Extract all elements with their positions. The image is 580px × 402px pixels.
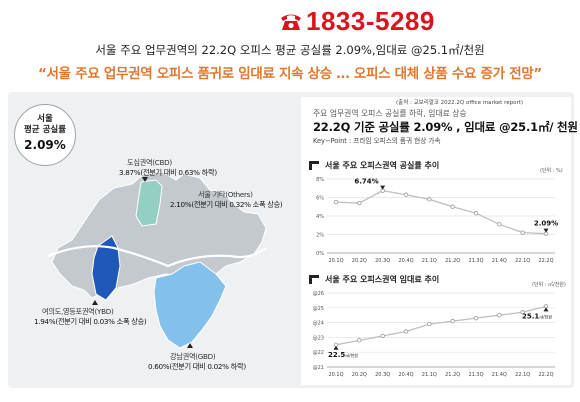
page-headline: “서울 주요 업무권역 오피스 품귀로 임대료 지속 상승 … 오피스 대체 상… xyxy=(37,66,543,82)
y-tick-label: @24 xyxy=(313,321,324,327)
map-region-cbd xyxy=(135,179,163,227)
y-tick-label: @26 xyxy=(313,291,324,297)
x-tick-label: 21.3Q xyxy=(468,258,483,264)
x-tick-label: 21.1Q xyxy=(422,258,437,264)
region-label-gbd: 강남권역(GBD) 0.60%(전분기 대비 0.02% 하락) xyxy=(148,352,246,371)
data-point xyxy=(333,199,339,205)
x-tick-label: 21.4Q xyxy=(492,372,507,378)
data-point xyxy=(473,315,479,321)
x-tick-label: 21.1Q xyxy=(422,372,437,378)
x-tick-label: 22.1Q xyxy=(515,258,530,264)
x-tick-label: 20.1Q xyxy=(328,372,343,378)
x-tick-label: 20.4Q xyxy=(398,258,413,264)
y-tick-label: 8% xyxy=(316,177,324,183)
data-point xyxy=(357,200,362,206)
data-label: 2.09% xyxy=(534,220,558,228)
chart-corner-icon xyxy=(309,161,319,170)
badge-label: 서울 평균 공실률 xyxy=(23,114,67,135)
y-tick-label: 6% xyxy=(316,196,324,202)
han-river xyxy=(47,245,267,268)
vacancy-line-chart: 0% 2% 4% 6% 8% 20.1Q 20.2Q 20.3Q 20.4Q 21.1Q 21.2Q… xyxy=(316,177,558,264)
data-point xyxy=(403,192,409,197)
data-label-unit: ㎡/천원 xyxy=(345,352,358,358)
data-point xyxy=(427,321,432,327)
x-tick-label: 21.2Q xyxy=(445,258,460,264)
data-point xyxy=(380,333,385,339)
series-line xyxy=(335,189,547,235)
chart-corner-icon xyxy=(309,275,319,284)
x-tick-label: 20.3Q xyxy=(375,372,390,378)
y-tick-label: @25 xyxy=(313,306,324,312)
x-tick-label: 21.2Q xyxy=(445,372,460,378)
seoul-map xyxy=(47,171,267,349)
x-tick-label: 21.3Q xyxy=(468,372,483,378)
data-point xyxy=(450,204,455,209)
telephone-icon xyxy=(281,14,301,30)
y-tick-label: 4% xyxy=(316,214,324,220)
rent-line-chart: @21 @22 @23 @24 @25 @26 20.1Q 20.2Q 20.3Q 20.4Q 21… xyxy=(313,291,555,378)
map-region-gbd xyxy=(153,261,227,349)
gbd-marker xyxy=(187,343,193,348)
y-tick-label: @21 xyxy=(313,365,324,371)
region-label-ybd: 여의도,영등포권역(YBD) 1.94%(전분기 대비 0.03% 소폭 상승) xyxy=(34,307,147,326)
cbd-marker xyxy=(142,177,148,182)
data-point xyxy=(357,338,362,343)
phone-number[interactable]: 1833-5289 xyxy=(306,5,435,36)
badge-value: 2.09% xyxy=(24,138,66,152)
key-point: Key−Point : 프라임 오피스의 품귀 현상 가속 xyxy=(313,137,441,145)
data-point xyxy=(403,329,409,334)
summary-main: 22.2Q 기준 공실률 2.09% , 임대료 @25.1㎡/ 천원 xyxy=(313,120,578,134)
x-tick-label: 20.4Q xyxy=(398,372,413,378)
rent-chart-title: 서울 주요 오피스권역 임대료 추이 xyxy=(325,275,440,284)
vacancy-chart-title: 서울 주요 오피스권역 공실률 추이 xyxy=(325,161,440,170)
data-point xyxy=(497,313,502,318)
data-label: 6.74% xyxy=(354,178,378,186)
summary-subtitle: 주요 업무권역 오피스 공실률 하락, 임대료 상승 xyxy=(313,109,467,118)
y-tick-label: @22 xyxy=(313,350,324,356)
y-tick-label: @23 xyxy=(313,335,324,341)
series-line xyxy=(335,305,547,346)
vacancy-chart-header: 서울 주요 오피스권역 공실률 추이 xyxy=(309,160,439,171)
data-label: 25.1㎡/천원 xyxy=(522,312,552,320)
vacancy-chart-unit: (단위 : %) xyxy=(540,168,563,174)
x-tick-label: 20.1Q xyxy=(328,258,343,264)
label-marker xyxy=(543,228,549,233)
data-point xyxy=(520,230,525,235)
ybd-marker xyxy=(92,300,98,305)
phone-banner[interactable]: 1833-5289 xyxy=(278,6,435,36)
label-marker xyxy=(333,345,339,350)
x-tick-label: 20.2Q xyxy=(352,258,367,264)
region-label-cbd: 도심권역(CBD) 3.87%(전분기 대비 0.63% 하락) xyxy=(119,158,217,177)
data-point xyxy=(497,222,502,227)
x-tick-label: 22.1Q xyxy=(515,372,530,378)
chart-card xyxy=(301,97,571,385)
label-marker xyxy=(543,307,549,312)
data-point xyxy=(473,211,479,216)
y-tick-label: 2% xyxy=(316,233,324,239)
data-point xyxy=(427,197,432,202)
x-tick-label: 22.2Q xyxy=(538,258,553,264)
source-note: (출처 : 교보리얼코 2022.2Q office market report… xyxy=(396,100,524,106)
x-tick-label: 20.2Q xyxy=(352,372,367,378)
data-point xyxy=(520,310,525,315)
region-label-others: 서울 기타(Others) 2.10%(전분기 대비 0.32% 소폭 상승) xyxy=(170,190,283,209)
x-tick-label: 22.2Q xyxy=(538,372,553,378)
data-point xyxy=(450,318,455,324)
data-label-unit: ㎡/천원 xyxy=(539,313,552,319)
vacancy-badge: 서울 평균 공실률 2.09% xyxy=(14,104,76,166)
rent-chart-unit: (단위 : ㎡/천원) xyxy=(532,282,566,288)
y-tick-label: 0% xyxy=(316,251,324,257)
x-tick-label: 20.3Q xyxy=(375,258,390,264)
x-tick-label: 21.4Q xyxy=(492,258,507,264)
label-marker xyxy=(380,185,386,190)
rent-chart-header: 서울 주요 오피스권역 임대료 추이 xyxy=(309,274,439,285)
page-subtitle: 서울 주요 업무권역의 22.2Q 오피스 평균 공실률 2.09%,임대료 @… xyxy=(95,43,485,57)
map-region-ybd xyxy=(91,235,121,301)
data-label: 22.5㎡/천원 xyxy=(328,351,358,359)
